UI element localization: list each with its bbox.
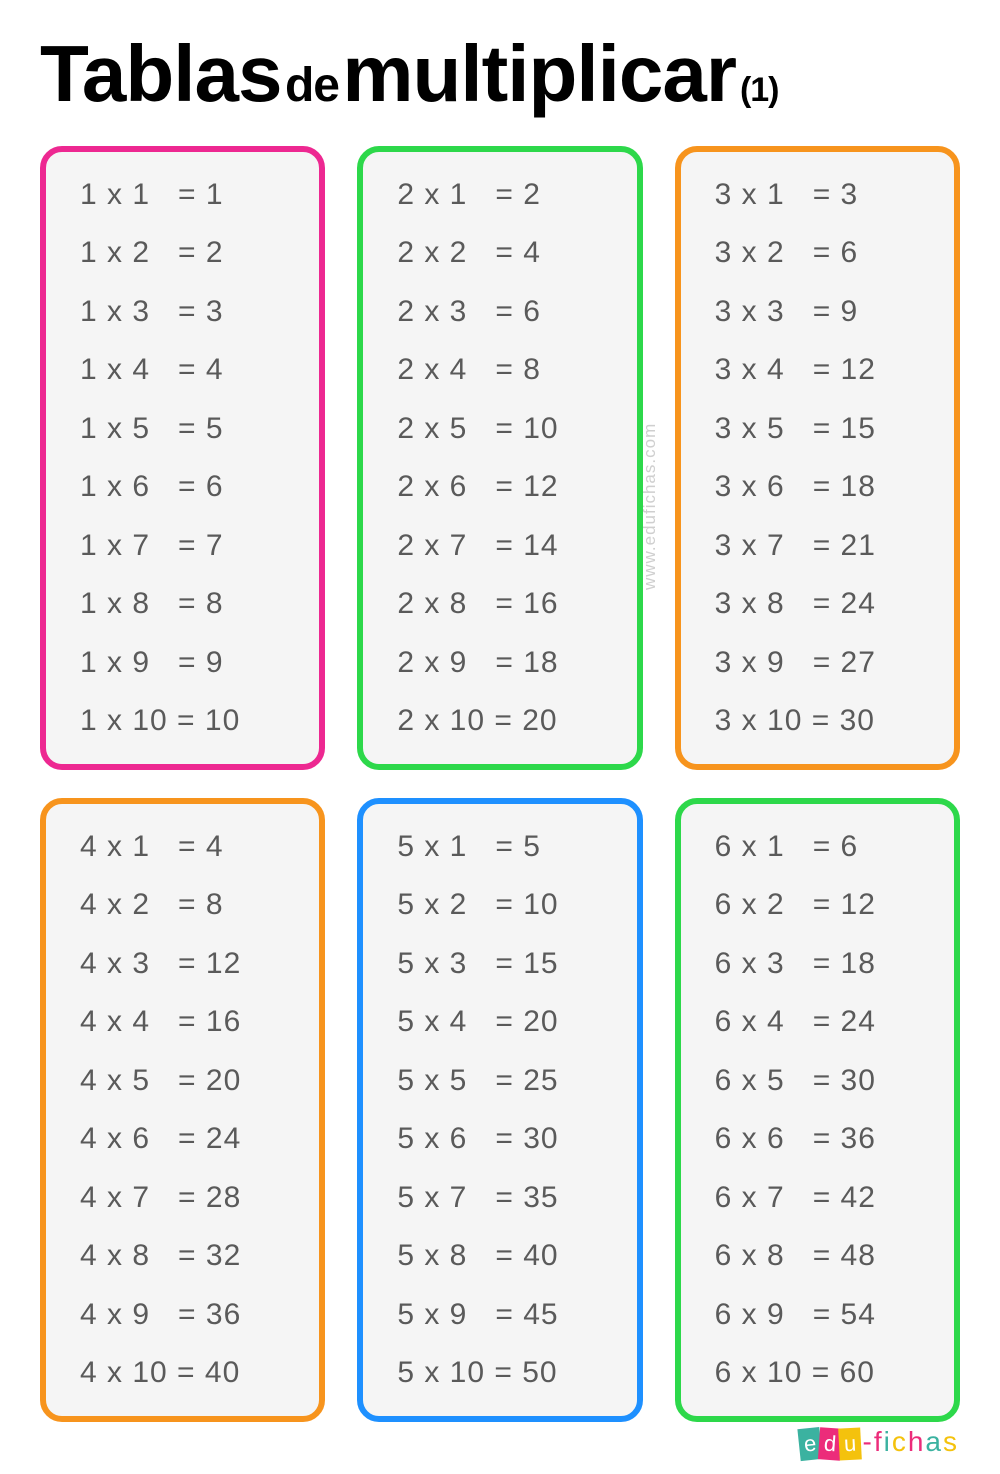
table-row: 5 x 5 = 25 (397, 1066, 608, 1096)
table-card-3: 3 x 1 = 3 3 x 2 = 6 3 x 3 = 9 3 x 4 = 12 3 x… (675, 146, 960, 770)
table-row: 4 x 1 = 4 (80, 832, 291, 862)
table-card-2: 2 x 1 = 2 2 x 2 = 4 2 x 3 = 6 2 x 4 = 8 2 x … (357, 146, 642, 770)
table-row: 3 x 9 = 27 (715, 648, 926, 678)
table-row: 1 x 3 = 3 (80, 297, 291, 327)
table-card-6: 6 x 1 = 6 6 x 2 = 12 6 x 3 = 18 6 x 4 = 24 6… (675, 798, 960, 1422)
brand-logo: edu-fichas (801, 1412, 958, 1460)
table-row: 4 x 10 = 40 (80, 1358, 291, 1388)
table-row: 3 x 5 = 15 (715, 414, 926, 444)
logo-char: s (943, 1426, 957, 1458)
logo-char: i (884, 1426, 890, 1458)
table-row: 2 x 5 = 10 (397, 414, 608, 444)
table-row: 1 x 5 = 5 (80, 414, 291, 444)
table-row: 6 x 2 = 12 (715, 890, 926, 920)
table-row: 5 x 9 = 45 (397, 1300, 608, 1330)
table-card-1: 1 x 1 = 1 1 x 2 = 2 1 x 3 = 3 1 x 4 = 4 1 x … (40, 146, 325, 770)
table-row: 1 x 7 = 7 (80, 531, 291, 561)
table-row: 2 x 9 = 18 (397, 648, 608, 678)
table-row: 2 x 7 = 14 (397, 531, 608, 561)
table-card-5: 5 x 1 = 5 5 x 2 = 10 5 x 3 = 15 5 x 4 = 20 5… (357, 798, 642, 1422)
table-row: 5 x 1 = 5 (397, 832, 608, 862)
table-row: 4 x 9 = 36 (80, 1300, 291, 1330)
title-word2: de (285, 59, 339, 112)
table-row: 1 x 8 = 8 (80, 589, 291, 619)
table-row: 5 x 10 = 50 (397, 1358, 608, 1388)
table-card-4: 4 x 1 = 4 4 x 2 = 8 4 x 3 = 12 4 x 4 = 16 4 … (40, 798, 325, 1422)
logo-char: a (925, 1426, 941, 1458)
table-row: 2 x 4 = 8 (397, 355, 608, 385)
watermark-text: www.edufichas.com (640, 423, 660, 590)
table-row: 3 x 7 = 21 (715, 531, 926, 561)
table-row: 3 x 10 = 30 (715, 706, 926, 736)
table-row: 1 x 6 = 6 (80, 472, 291, 502)
logo-char: c (892, 1426, 906, 1458)
table-row: 3 x 6 = 18 (715, 472, 926, 502)
table-row: 1 x 9 = 9 (80, 648, 291, 678)
table-row: 6 x 1 = 6 (715, 832, 926, 862)
table-row: 5 x 8 = 40 (397, 1241, 608, 1271)
page-title: Tablas de multiplicar(1) (0, 0, 1000, 138)
table-row: 4 x 8 = 32 (80, 1241, 291, 1271)
table-row: 4 x 6 = 24 (80, 1124, 291, 1154)
table-row: 5 x 6 = 30 (397, 1124, 608, 1154)
table-row: 6 x 5 = 30 (715, 1066, 926, 1096)
table-row: 4 x 3 = 12 (80, 949, 291, 979)
table-row: 2 x 2 = 4 (397, 238, 608, 268)
table-row: 5 x 3 = 15 (397, 949, 608, 979)
table-row: 4 x 2 = 8 (80, 890, 291, 920)
table-row: 6 x 10 = 60 (715, 1358, 926, 1388)
logo-dash: - (863, 1426, 872, 1458)
table-row: 3 x 3 = 9 (715, 297, 926, 327)
table-row: 1 x 10 = 10 (80, 706, 291, 736)
logo-block: u (838, 1427, 862, 1460)
table-row: 2 x 10 = 20 (397, 706, 608, 736)
table-row: 2 x 6 = 12 (397, 472, 608, 502)
table-row: 1 x 4 = 4 (80, 355, 291, 385)
table-row: 3 x 4 = 12 (715, 355, 926, 385)
table-row: 2 x 3 = 6 (397, 297, 608, 327)
table-row: 4 x 5 = 20 (80, 1066, 291, 1096)
table-row: 6 x 4 = 24 (715, 1007, 926, 1037)
table-row: 4 x 4 = 16 (80, 1007, 291, 1037)
table-row: 1 x 1 = 1 (80, 180, 291, 210)
table-row: 6 x 7 = 42 (715, 1183, 926, 1213)
table-row: 5 x 7 = 35 (397, 1183, 608, 1213)
table-row: 5 x 4 = 20 (397, 1007, 608, 1037)
table-row: 6 x 9 = 54 (715, 1300, 926, 1330)
table-row: 6 x 8 = 48 (715, 1241, 926, 1271)
tables-grid: 1 x 1 = 1 1 x 2 = 2 1 x 3 = 3 1 x 4 = 4 1 x … (0, 138, 1000, 1462)
title-suffix: (1) (740, 71, 779, 109)
table-row: 4 x 7 = 28 (80, 1183, 291, 1213)
table-row: 1 x 2 = 2 (80, 238, 291, 268)
table-row: 3 x 2 = 6 (715, 238, 926, 268)
logo-char: f (874, 1426, 882, 1458)
table-row: 2 x 8 = 16 (397, 589, 608, 619)
table-row: 6 x 3 = 18 (715, 949, 926, 979)
logo-char: h (908, 1426, 924, 1458)
table-row: 3 x 8 = 24 (715, 589, 926, 619)
table-row: 5 x 2 = 10 (397, 890, 608, 920)
table-row: 6 x 6 = 36 (715, 1124, 926, 1154)
table-row: 2 x 1 = 2 (397, 180, 608, 210)
title-word1: Tablas (40, 29, 282, 118)
title-word3: multiplicar (342, 29, 736, 118)
table-row: 3 x 1 = 3 (715, 180, 926, 210)
